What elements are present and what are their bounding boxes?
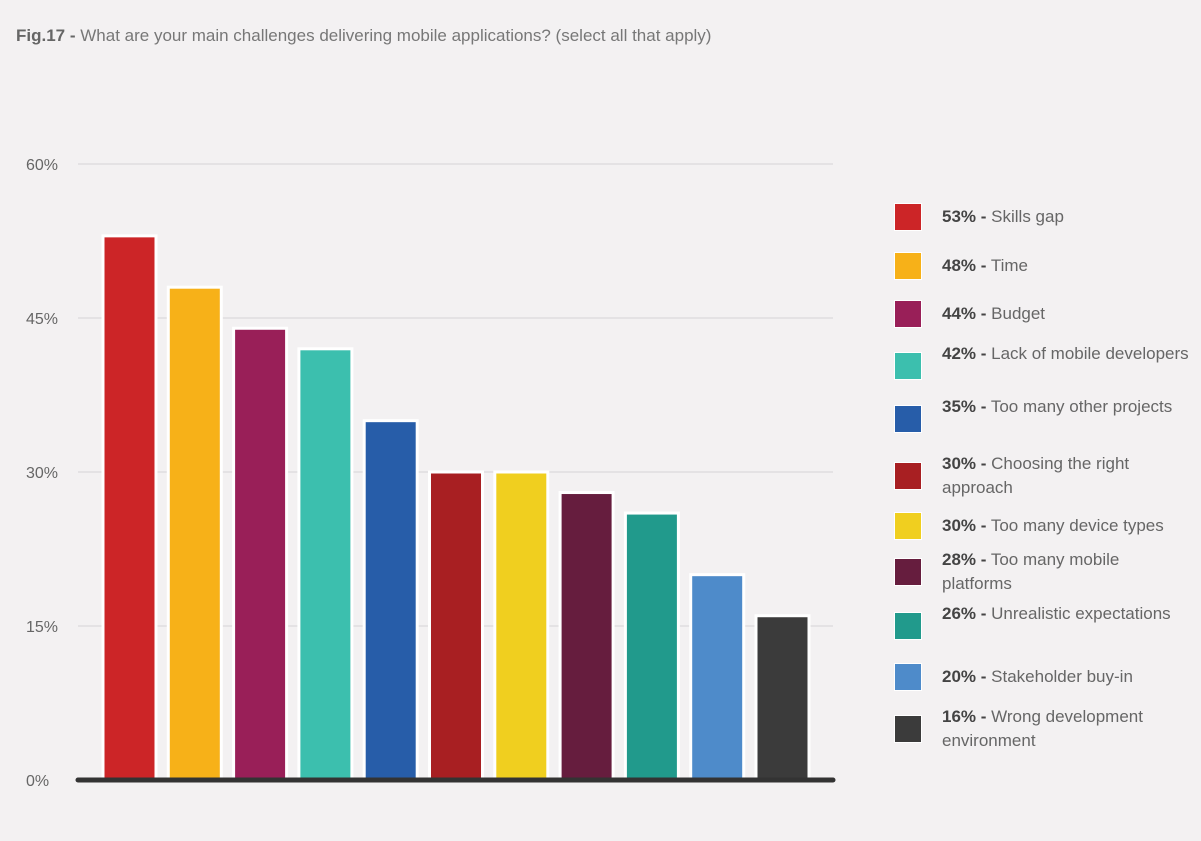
legend-swatch [894,462,922,490]
legend-item: 35% - Too many other projects [894,393,1194,445]
legend-swatch [894,612,922,640]
legend-category: Too many other projects [986,397,1173,416]
legend-value: 44% - [942,304,987,323]
legend-item: 20% - Stakeholder buy-in [894,651,1194,703]
legend-swatch [894,405,922,433]
legend-label: 42% - Lack of mobile developers [942,342,1192,366]
bars [101,234,811,782]
legend-item: 30% - Too many device types [894,500,1194,552]
legend-label: 48% - Time [942,254,1192,278]
legend-value: 35% - [942,397,987,416]
legend-swatch [894,512,922,540]
legend-swatch [894,715,922,743]
legend-value: 30% - [942,516,987,535]
legend-category: Unrealistic expectations [986,604,1171,623]
legend-value: 30% - [942,454,987,473]
legend-item: 30% - Choosing the right approach [894,450,1194,502]
legend-category: Skills gap [986,207,1064,226]
legend-item: 53% - Skills gap [894,191,1194,243]
legend-label: 28% - Too many mobile platforms [942,548,1192,596]
bar [362,419,419,782]
y-tick-label: 0% [26,773,49,790]
bar [428,470,484,782]
legend-swatch [894,558,922,586]
bar [166,285,223,782]
y-tick-label: 60% [26,157,58,174]
legend-value: 16% - [942,707,987,726]
legend-category: Wrong development environment [942,707,1143,750]
legend-swatch [894,352,922,380]
legend-label: 26% - Unrealistic expectations [942,602,1192,626]
y-axis-ticks: 0% 15% 30% 45% 60% [26,157,58,790]
bar [101,234,158,782]
legend-category: Time [986,256,1028,275]
legend-category: Stakeholder buy-in [986,667,1133,686]
bar [689,573,746,782]
y-tick-label: 30% [26,465,58,482]
legend-label: 30% - Choosing the right approach [942,452,1192,500]
legend-category: Choosing the right approach [942,454,1130,497]
legend-item: 42% - Lack of mobile developers [894,340,1194,392]
legend-label: 53% - Skills gap [942,205,1192,229]
legend-value: 28% - [942,550,987,569]
bar [558,491,615,782]
y-tick-label: 15% [26,619,58,636]
legend-item: 16% - Wrong development environment [894,703,1194,755]
legend-swatch [894,663,922,691]
y-tick-label: 45% [26,311,58,328]
legend-category: Budget [986,304,1046,323]
bar [493,470,550,782]
bar [623,511,680,782]
legend-swatch [894,300,922,328]
legend-value: 42% - [942,344,987,363]
legend-label: 20% - Stakeholder buy-in [942,665,1192,689]
figure-number: Fig.17 - [16,26,76,45]
bar [232,326,289,782]
legend-item: 26% - Unrealistic expectations [894,600,1194,652]
legend-category: Lack of mobile developers [986,344,1189,363]
legend-value: 26% - [942,604,987,623]
bar [754,614,811,782]
bar [297,347,354,782]
legend-swatch [894,203,922,231]
legend-value: 48% - [942,256,987,275]
legend-value: 20% - [942,667,987,686]
figure-title: Fig.17 - What are your main challenges d… [16,26,711,46]
legend-item: 48% - Time [894,240,1194,292]
legend-label: 35% - Too many other projects [942,395,1192,419]
legend-category: Too many device types [986,516,1164,535]
legend-value: 53% - [942,207,987,226]
legend-label: 44% - Budget [942,302,1192,326]
legend-label: 16% - Wrong development environment [942,705,1192,753]
legend-item: 44% - Budget [894,288,1194,340]
legend-category: Too many mobile platforms [942,550,1120,593]
legend-swatch [894,252,922,280]
figure-question: What are your main challenges delivering… [80,26,712,45]
bar-chart: 0% 15% 30% 45% 60% [26,157,836,790]
legend-label: 30% - Too many device types [942,514,1192,538]
legend-item: 28% - Too many mobile platforms [894,546,1194,598]
